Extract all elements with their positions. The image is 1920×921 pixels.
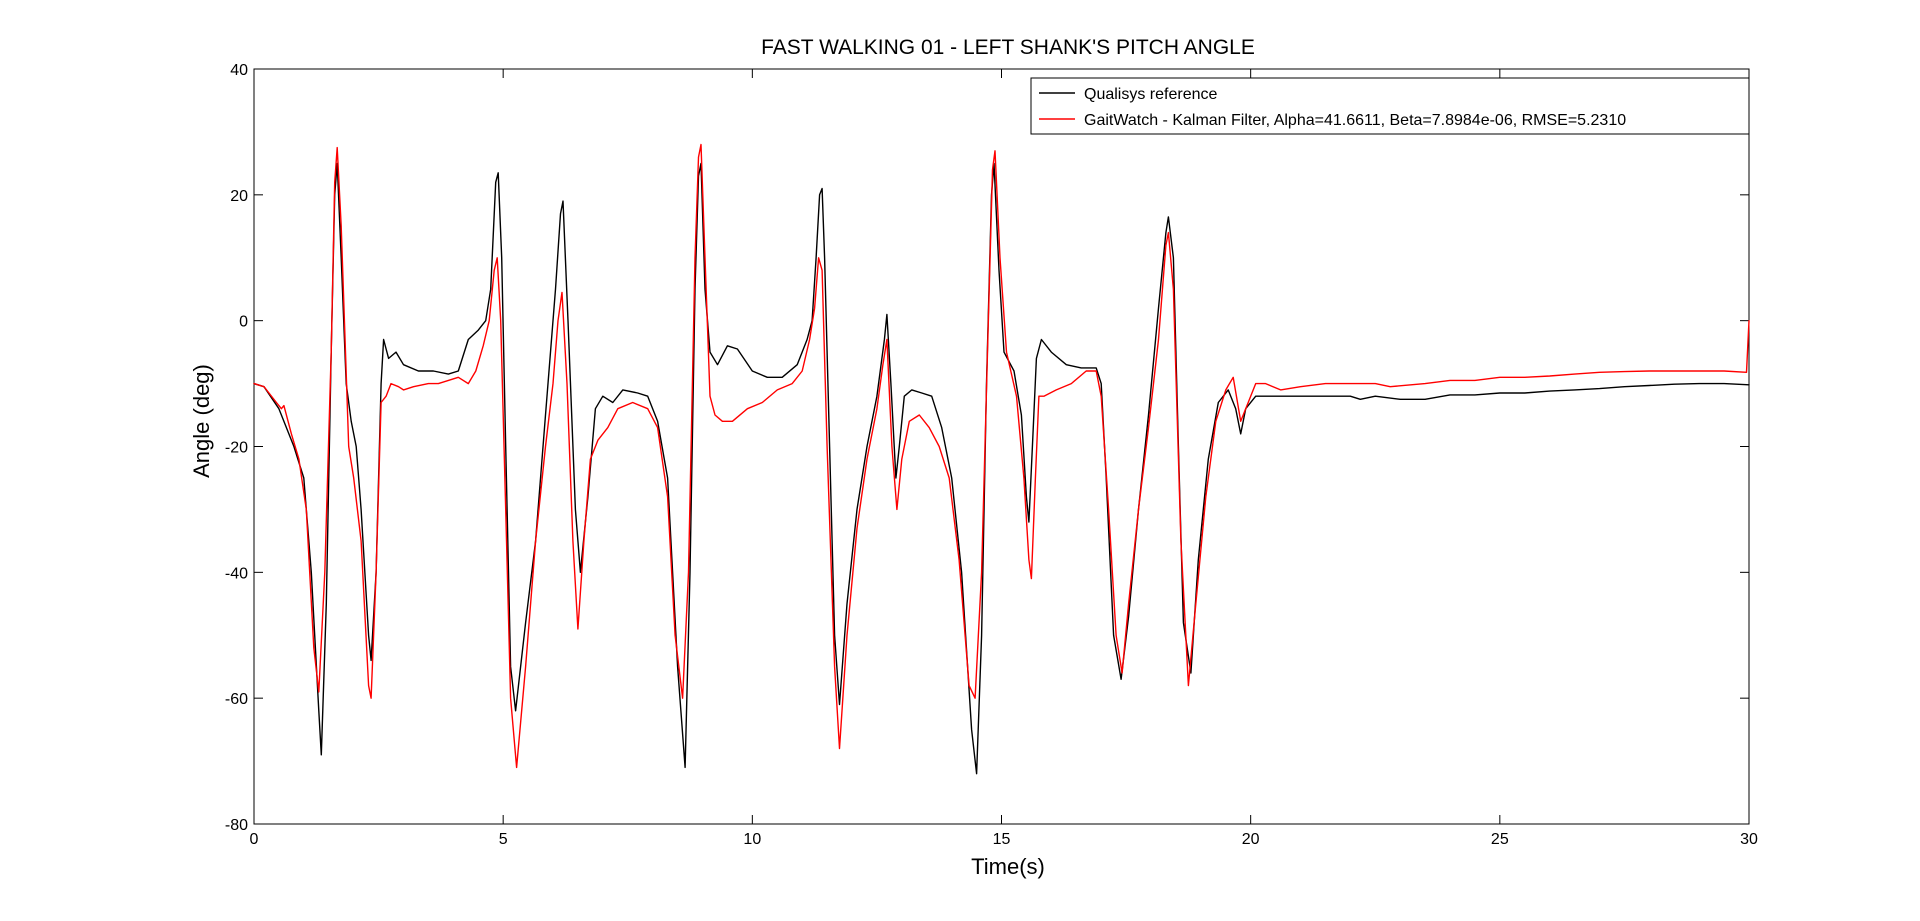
series-line-gaitwatch-kalman (253, 143, 1750, 769)
x-tick-label: 15 (993, 831, 1011, 848)
x-tick-label: 5 (499, 831, 508, 848)
y-tick-label: -80 (225, 817, 248, 834)
y-tick-label: -40 (225, 565, 248, 582)
x-tick-label: 10 (743, 831, 761, 848)
y-tick-label: -60 (225, 691, 248, 708)
y-tick-label: -20 (225, 440, 248, 457)
legend-box (1030, 77, 1750, 135)
legend: Qualisys reference GaitWatch - Kalman Fil… (1030, 77, 1750, 135)
x-axis-title: Time(s) (971, 854, 1045, 879)
ticks: 0 5 10 15 20 25 30 -80 -60 -40 -20 0 20 40 (225, 62, 1758, 848)
series-lines (253, 143, 1750, 775)
x-tick-label: 20 (1242, 831, 1260, 848)
y-tick-label: 20 (230, 188, 248, 205)
y-tick-label: 40 (230, 62, 248, 79)
y-tick-label: 0 (239, 314, 248, 331)
x-tick-label: 25 (1491, 831, 1509, 848)
x-tick-label: 30 (1740, 831, 1758, 848)
y-axis-title: Angle (deg) (189, 364, 214, 478)
chart-title: FAST WALKING 01 - LEFT SHANK'S PITCH ANG… (761, 36, 1255, 59)
legend-label: Qualisys reference (1084, 86, 1217, 103)
series-line-qualisys-reference (253, 162, 1750, 775)
legend-label: GaitWatch - Kalman Filter, Alpha=41.6611… (1084, 112, 1626, 129)
x-tick-label: 0 (250, 831, 259, 848)
